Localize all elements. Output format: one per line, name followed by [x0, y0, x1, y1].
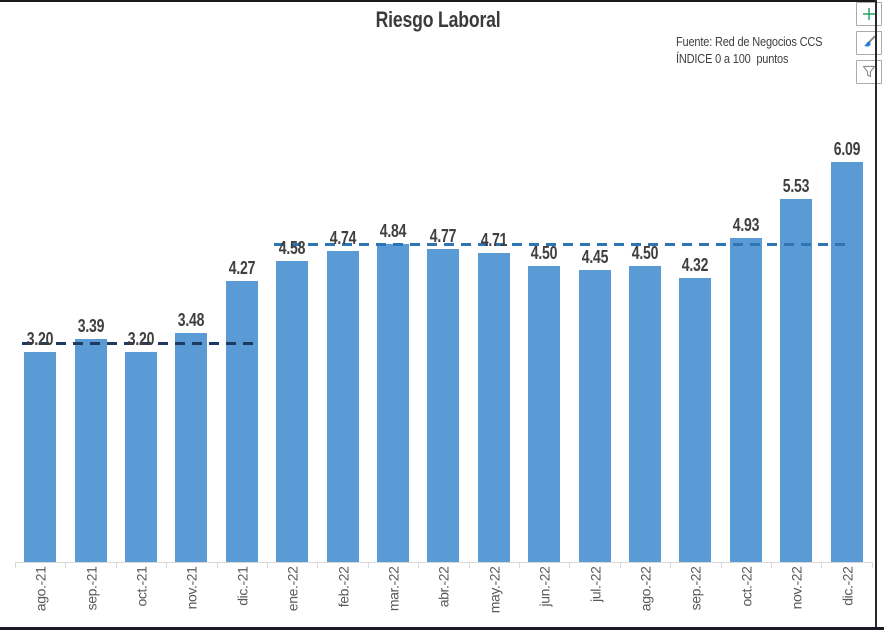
- value-label: 4.27: [228, 258, 256, 279]
- x-axis-label: feb.-22: [335, 566, 352, 608]
- bar-sep.-22[interactable]: [679, 278, 712, 562]
- x-axis-tick: [720, 562, 722, 568]
- x-axis-tick: [15, 562, 16, 568]
- value-label: 4.77: [430, 225, 457, 246]
- chart-title[interactable]: Riesgo Laboral: [0, 7, 877, 33]
- x-axis-label: oct.-22: [738, 566, 755, 607]
- bar-feb.-22[interactable]: [326, 250, 359, 562]
- window-bottom-border: [0, 627, 884, 630]
- bar-oct.-22[interactable]: [729, 238, 762, 562]
- chart-border-top: [0, 0, 877, 2]
- bar-dic.-22[interactable]: [830, 161, 863, 562]
- x-axis-label: oct.-21: [133, 566, 150, 607]
- bar-nov.-22[interactable]: [780, 198, 813, 562]
- x-axis-tick: [871, 562, 873, 568]
- bar-may.-22[interactable]: [477, 252, 510, 562]
- value-label: 4.32: [682, 255, 709, 276]
- chart-styles-button[interactable]: [856, 31, 882, 55]
- chart-border-right: [875, 0, 877, 628]
- x-axis-tick: [619, 562, 621, 568]
- x-axis-label: sep.-22: [687, 566, 704, 611]
- x-axis-label: nov.-21: [183, 566, 200, 610]
- bar-sep.-21[interactable]: [74, 339, 107, 562]
- value-label: 3.20: [127, 328, 155, 349]
- reference-line-promedio-2022: [274, 243, 847, 247]
- bar-ago.-21[interactable]: [24, 351, 57, 562]
- x-axis-label: ene.-22: [284, 566, 301, 612]
- value-label: 3.39: [77, 316, 104, 337]
- bar-ago.-22[interactable]: [629, 266, 661, 562]
- chart-title-text: Riesgo Laboral: [376, 7, 501, 32]
- source-line-1: Fuente: Red de Negocios CCS: [676, 35, 823, 49]
- x-axis-label: may.-22: [486, 566, 503, 614]
- x-axis-tick: [65, 562, 67, 568]
- value-label: 4.84: [379, 221, 407, 241]
- value-label: 4.93: [732, 215, 760, 236]
- bar-abr.-22[interactable]: [427, 248, 460, 562]
- value-label: 5.53: [782, 175, 810, 196]
- chart-elements-button[interactable]: [856, 2, 882, 26]
- bar-oct.-21[interactable]: [125, 351, 157, 562]
- plus-icon: [861, 6, 877, 22]
- brush-icon: [861, 35, 877, 51]
- x-axis-label: sep.-21: [83, 566, 100, 611]
- value-label: 4.58: [278, 238, 306, 259]
- value-label: 4.50: [631, 243, 659, 264]
- x-axis-tick: [821, 562, 823, 568]
- funnel-icon: [861, 64, 877, 80]
- source-line-2: ÍNDICE 0 a 100 puntos: [676, 52, 789, 66]
- x-axis-tick: [166, 562, 168, 568]
- x-axis-label: abr.-22: [435, 566, 452, 608]
- x-axis-label: dic.-21: [234, 566, 251, 606]
- value-label: 4.45: [581, 246, 608, 267]
- reference-line-promedio-2021: [22, 342, 259, 346]
- value-label: 3.48: [178, 310, 205, 331]
- x-axis-label: jul.-22: [587, 566, 604, 602]
- x-axis-label: dic.-22: [839, 566, 856, 606]
- bar-jul.-22[interactable]: [578, 269, 611, 562]
- bar-ene.-22[interactable]: [276, 261, 309, 562]
- value-label: 3.20: [26, 328, 54, 349]
- x-axis-label: mar.-22: [385, 566, 402, 612]
- x-axis-label: ago.-22: [637, 566, 654, 612]
- x-axis-tick: [267, 562, 268, 568]
- x-axis-tick: [367, 562, 369, 568]
- x-axis-label: nov.-22: [788, 566, 805, 610]
- x-axis-label: ago.-21: [32, 566, 49, 612]
- value-label: 4.74: [329, 227, 356, 248]
- source-note[interactable]: Fuente: Red de Negocios CCS ÍNDICE 0 a 1…: [676, 34, 842, 68]
- x-axis-tick: [418, 562, 420, 568]
- x-axis-label: jun.-22: [536, 566, 553, 607]
- bar-jun.-22[interactable]: [528, 266, 561, 562]
- bar-nov.-21[interactable]: [175, 333, 208, 562]
- x-axis-tick: [317, 562, 319, 568]
- value-label: 4.50: [530, 243, 558, 264]
- value-label: 6.09: [833, 138, 860, 159]
- bar-dic.-21[interactable]: [225, 281, 258, 562]
- x-axis-tick: [569, 562, 571, 568]
- x-axis-tick: [115, 562, 117, 568]
- x-axis-tick: [216, 562, 218, 568]
- bar-mar.-22[interactable]: [377, 244, 409, 562]
- x-axis-tick: [771, 562, 772, 568]
- chart-filters-button[interactable]: [856, 60, 882, 84]
- x-axis-tick: [519, 562, 520, 568]
- value-label: 4.71: [480, 229, 508, 250]
- x-axis-line[interactable]: [15, 562, 872, 563]
- x-axis-tick: [670, 562, 672, 568]
- x-axis-tick: [468, 562, 470, 568]
